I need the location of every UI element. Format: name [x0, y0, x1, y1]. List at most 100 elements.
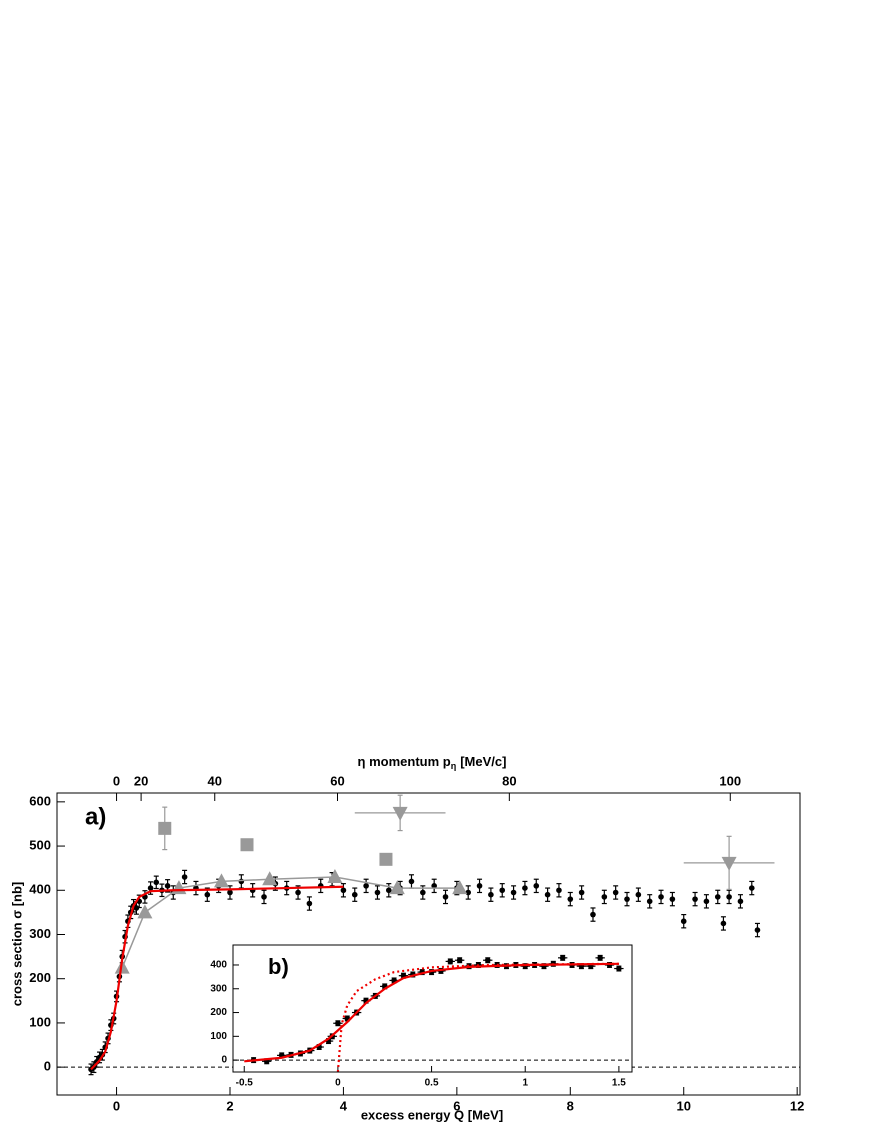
x-tick-label: -0.5	[236, 1078, 254, 1089]
data-point	[658, 894, 664, 900]
x-tick-label: 8	[567, 1098, 574, 1113]
panel-label: b)	[268, 954, 289, 979]
data-point	[703, 898, 710, 905]
data-point	[335, 1020, 341, 1027]
x-tick-label: 0	[335, 1078, 341, 1089]
data-point	[408, 878, 415, 885]
data-point	[147, 885, 154, 891]
top-tick-label: 20	[134, 773, 148, 788]
data-point	[533, 883, 540, 889]
data-point	[447, 958, 454, 965]
x-tick-label: 2	[226, 1098, 233, 1113]
y-tick-label: 200	[210, 1007, 227, 1018]
data-point	[616, 965, 622, 972]
data-point	[340, 887, 347, 894]
data-point	[379, 852, 393, 866]
data-point	[363, 883, 369, 889]
data-point	[374, 889, 381, 896]
x-tick-label: 10	[676, 1098, 690, 1113]
data-point	[227, 889, 233, 896]
data-point	[456, 957, 463, 964]
data-point	[522, 885, 528, 891]
y-tick-label: 100	[29, 1014, 51, 1029]
x-tick-label: 4	[340, 1098, 348, 1113]
data-point	[669, 896, 676, 902]
data-point	[680, 918, 687, 925]
series-line	[121, 876, 460, 968]
data-point	[158, 821, 172, 835]
data-point	[484, 957, 491, 964]
data-point	[213, 873, 229, 888]
data-point	[692, 896, 698, 902]
data-point	[351, 891, 358, 898]
data-point	[240, 838, 254, 852]
y-tick-label: 500	[29, 837, 51, 852]
data-point	[597, 955, 603, 961]
x-tick-label: 1	[522, 1078, 528, 1089]
top-tick-label: 40	[208, 773, 222, 788]
frame	[232, 944, 633, 1073]
data-point	[624, 896, 630, 902]
series-line	[90, 885, 344, 1071]
y-tick-label: 400	[29, 882, 51, 897]
data-point	[499, 887, 506, 894]
data-point	[488, 891, 494, 898]
top-tick-label: 60	[330, 773, 344, 788]
y-tick-label: 100	[210, 1031, 227, 1042]
data-point	[714, 894, 721, 900]
data-point	[590, 911, 596, 918]
top-tick-label: 0	[113, 773, 120, 788]
data-point	[204, 891, 211, 898]
data-point	[389, 880, 405, 895]
data-point	[748, 885, 755, 891]
x-tick-label: 0	[113, 1098, 120, 1113]
data-point	[567, 896, 574, 902]
data-point	[133, 905, 140, 911]
data-point	[442, 894, 449, 900]
data-point	[635, 891, 642, 898]
data-point	[392, 806, 408, 821]
top-axis-label-text: η momentum p	[358, 754, 451, 769]
data-point	[601, 894, 608, 900]
y-axis-label: cross section σ [nb]	[9, 882, 24, 1006]
data-point	[721, 856, 737, 871]
x-tick-label: 1.5	[612, 1078, 626, 1089]
data-point	[420, 889, 426, 896]
data-point	[137, 904, 153, 919]
data-point	[612, 889, 619, 896]
data-point	[261, 894, 267, 900]
frame	[56, 792, 801, 1096]
data-point	[295, 889, 301, 896]
data-point	[327, 869, 343, 884]
y-tick-label: 200	[29, 970, 51, 985]
x-tick-label: 6	[453, 1098, 460, 1113]
y-tick-label: 400	[210, 960, 227, 971]
top-tick-label: 100	[719, 773, 741, 788]
y-tick-label: 300	[210, 983, 227, 994]
y-tick-label: 300	[29, 926, 51, 941]
x-tick-label: 12	[790, 1098, 804, 1113]
y-tick-label: 0	[44, 1059, 51, 1074]
data-point	[164, 883, 171, 889]
data-point	[754, 927, 761, 933]
series-line	[244, 962, 619, 1063]
x-tick-label: 0.5	[425, 1078, 439, 1089]
data-point	[306, 900, 313, 907]
data-point	[737, 898, 744, 905]
data-point	[646, 898, 653, 905]
data-point	[452, 880, 468, 895]
data-point	[726, 894, 732, 900]
data-point	[431, 883, 437, 889]
data-point	[385, 887, 392, 894]
data-point	[556, 887, 562, 894]
data-point	[262, 871, 278, 886]
data-point	[578, 889, 585, 896]
data-point	[181, 874, 188, 880]
data-point	[544, 891, 551, 898]
data-point	[153, 879, 160, 886]
top-tick-label: 80	[502, 773, 516, 788]
data-point	[559, 955, 566, 961]
data-point	[720, 920, 727, 927]
data-point	[238, 878, 245, 885]
